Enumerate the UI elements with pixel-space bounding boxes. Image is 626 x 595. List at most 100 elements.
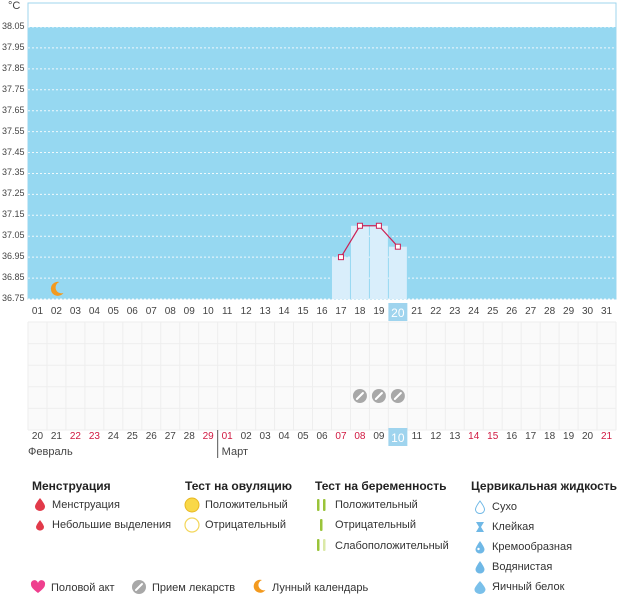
x-tick-label: 06	[126, 306, 138, 317]
legend-cervical-title: Цервикальная жидкость	[471, 479, 618, 493]
intercourse-heart-icon	[30, 580, 46, 593]
legend-intercourse-label: Половой акт	[51, 582, 115, 594]
temperature-point	[337, 254, 344, 261]
calendar-day: 17	[525, 431, 537, 442]
temperature-line	[340, 225, 399, 258]
legend-pregnancy-weak-label: Слабоположительный	[335, 540, 449, 552]
pregnancy-positive-icon	[317, 499, 326, 511]
x-tick-label: 19	[373, 306, 385, 317]
y-tick-label: 37.85	[2, 62, 25, 73]
legend-menstruation-label: Менструация	[52, 499, 120, 511]
x-tick-label: 02	[50, 306, 62, 317]
marker-area	[28, 322, 616, 430]
temperature-bar	[331, 257, 350, 299]
calendar-day-today: 10	[391, 431, 405, 445]
temperature-chart	[27, 2, 617, 458]
x-tick-label: 15	[297, 306, 309, 317]
calendar-day: 23	[88, 431, 100, 442]
calendar-day: 04	[278, 431, 290, 442]
x-tick-label: 26	[506, 306, 518, 317]
pregnancy-weak-icon	[317, 539, 326, 551]
y-tick-label: 37.35	[2, 167, 25, 178]
medication-icon-slash	[374, 392, 383, 400]
legend-spotting-label: Небольшие выделения	[52, 519, 172, 531]
x-tick-label: 21	[411, 306, 423, 317]
calendar-day: 16	[506, 431, 518, 442]
cervical-watery-icon	[475, 561, 485, 574]
menstruation-drop-icon	[35, 498, 45, 511]
calendar-day: 01	[221, 431, 233, 442]
legend-moon-label: Лунный календарь	[272, 582, 369, 594]
legend-cervical-creamy-label: Кремообразная	[492, 541, 573, 553]
y-tick-label: 37.05	[2, 230, 25, 241]
x-tick-label: 07	[145, 306, 157, 317]
x-tick-label: 12	[240, 306, 252, 317]
legend-medication-label: Прием лекарств	[152, 582, 236, 594]
x-tick-label: 25	[487, 306, 499, 317]
temperature-point	[375, 222, 382, 229]
medication-icon-slash	[393, 392, 402, 400]
calendar-day: 26	[145, 431, 157, 442]
legend-ovulation-positive-label: Положительный	[205, 499, 288, 511]
y-tick-label: 38.05	[2, 21, 25, 31]
calendar-day: 06	[316, 431, 328, 442]
calendar-day: 15	[487, 431, 499, 442]
x-tick-label: 14	[278, 306, 290, 317]
temperature-point	[356, 222, 363, 229]
legend-pregnancy-positive-label: Положительный	[335, 499, 418, 511]
x-tick-label: 27	[525, 306, 537, 317]
x-tick-label: 11	[221, 306, 233, 317]
cervical-dry-icon	[474, 500, 486, 514]
x-tick-label: 22	[430, 306, 442, 317]
legend-pregnancy-negative-label: Отрицательный	[335, 519, 416, 531]
y-tick-label: 37.15	[2, 209, 25, 220]
cervical-eggwhite-icon	[474, 581, 486, 594]
legend-ovulation-title: Тест на овуляцию	[185, 479, 292, 493]
pregnancy-negative-icon	[320, 519, 323, 531]
x-tick-label: 04	[88, 306, 100, 317]
legend-menstruation-title: Менструация	[32, 479, 111, 493]
calendar-day: 14	[468, 431, 480, 442]
calendar-day: 08	[354, 431, 366, 442]
calendar-day: 21	[50, 431, 62, 442]
x-tick-label: 03	[69, 306, 81, 317]
x-tick-label: 10	[202, 306, 214, 317]
legend-cervical-dry-label: Сухо	[492, 501, 517, 513]
legend-pregnancy-title: Тест на беременность	[315, 479, 447, 493]
calendar-day: 11	[411, 431, 423, 442]
calendar-day: 02	[240, 431, 252, 442]
x-tick-label: 18	[354, 306, 366, 317]
ovulation-negative-icon	[184, 517, 200, 533]
ovulation-positive-icon	[184, 497, 200, 513]
calendar-day: 05	[297, 431, 309, 442]
temperature-bar	[369, 225, 388, 299]
temperature-bar	[350, 225, 369, 299]
cervical-sticky-icon	[476, 522, 484, 532]
x-tick-label-today: 20	[391, 306, 405, 320]
temperature-point	[394, 243, 401, 250]
calendar-day: 18	[544, 431, 556, 442]
medication-pill-icon	[132, 580, 146, 594]
calendar-day: 19	[563, 431, 575, 442]
calendar-day: 07	[335, 431, 347, 442]
cervical-creamy-icon	[475, 541, 485, 554]
month-label: Март	[221, 446, 248, 458]
calendar-day: 27	[164, 431, 176, 442]
calendar-day: 09	[373, 431, 385, 442]
calendar-day: 24	[107, 431, 119, 442]
legend-cervical-sticky-label: Клейкая	[492, 521, 535, 533]
x-tick-label: 28	[544, 306, 556, 317]
medication-icon-slash	[355, 392, 364, 400]
spotting-drop-icon	[36, 520, 44, 531]
x-tick-label: 13	[259, 306, 271, 317]
x-tick-label: 16	[316, 306, 328, 317]
y-tick-label: 37.55	[2, 125, 25, 136]
y-tick-label: 36.75	[2, 293, 25, 303]
x-tick-label: 30	[581, 306, 594, 317]
legend-ovulation-negative-label: Отрицательный	[205, 519, 286, 531]
legend-cervical-watery-label: Водянистая	[492, 561, 553, 573]
calendar-day: 20	[31, 431, 44, 442]
x-tick-label: 24	[468, 306, 480, 317]
today-bottom-highlight	[388, 428, 408, 446]
